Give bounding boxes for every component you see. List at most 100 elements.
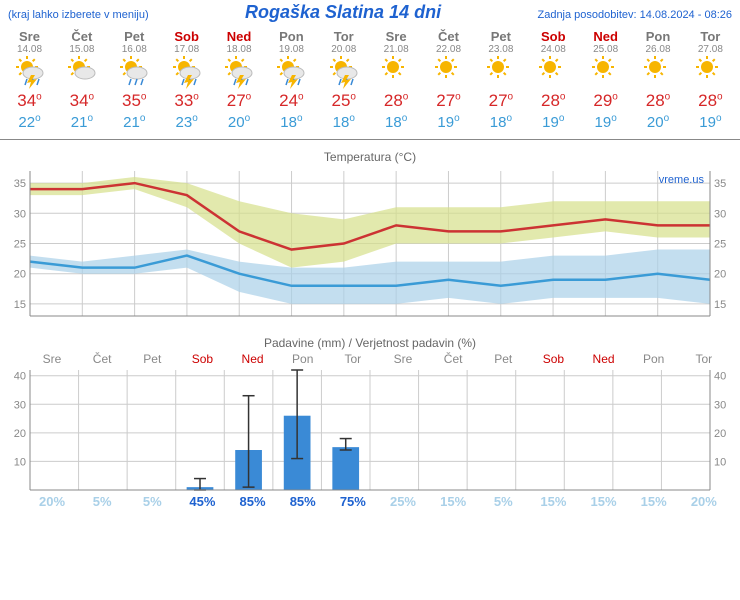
svg-text:30: 30	[14, 399, 26, 411]
day-name: Čet	[56, 29, 107, 44]
day-name: Sob	[161, 29, 212, 44]
day-date: 14.08	[4, 44, 55, 55]
svg-text:20: 20	[714, 269, 726, 281]
day-date: 21.08	[371, 44, 422, 55]
forecast-day: Tor20.0825o18o	[318, 29, 369, 131]
temp-high: 28o	[685, 91, 736, 111]
weather-icon	[214, 55, 265, 89]
svg-text:15: 15	[714, 299, 726, 311]
temp-low: 18o	[266, 113, 317, 131]
precip-percent: 15%	[529, 494, 577, 509]
temp-low: 20o	[633, 113, 684, 131]
precip-chart-title: Padavine (mm) / Verjetnost padavin (%)	[0, 336, 740, 350]
day-name: Pon	[633, 29, 684, 44]
precip-percent: 5%	[479, 494, 527, 509]
precip-percent: 45%	[178, 494, 226, 509]
svg-text:25: 25	[714, 239, 726, 251]
temp-low: 18o	[371, 113, 422, 131]
precip-day-label: Ned	[580, 352, 628, 366]
precip-percent: 20%	[680, 494, 728, 509]
forecast-day: Čet15.0834o21o	[56, 29, 107, 131]
temp-high: 25o	[318, 91, 369, 111]
temp-high: 24o	[266, 91, 317, 111]
svg-text:vreme.us: vreme.us	[659, 174, 705, 186]
precip-day-label: Sre	[379, 352, 427, 366]
weather-icon	[266, 55, 317, 89]
day-name: Ned	[580, 29, 631, 44]
precip-day-label: Pet	[479, 352, 527, 366]
precip-day-label: Pon	[279, 352, 327, 366]
precip-day-label: Čet	[78, 352, 126, 366]
svg-text:40: 40	[14, 371, 26, 383]
day-date: 17.08	[161, 44, 212, 55]
weather-icon	[4, 55, 55, 89]
temp-high: 34o	[4, 91, 55, 111]
day-date: 23.08	[475, 44, 526, 55]
svg-text:20: 20	[14, 428, 26, 440]
precip-percent: 85%	[229, 494, 277, 509]
svg-text:20: 20	[714, 428, 726, 440]
precip-day-label: Sob	[178, 352, 226, 366]
day-date: 26.08	[633, 44, 684, 55]
temp-low: 21o	[56, 113, 107, 131]
weather-icon	[633, 55, 684, 89]
day-name: Ned	[214, 29, 265, 44]
forecast-day: Pon26.0828o20o	[633, 29, 684, 131]
temp-low: 19o	[580, 113, 631, 131]
page-title: Rogaška Slatina 14 dni	[245, 2, 441, 23]
svg-text:35: 35	[714, 178, 726, 190]
precip-day-label: Pet	[128, 352, 176, 366]
temp-low: 20o	[214, 113, 265, 131]
day-name: Pon	[266, 29, 317, 44]
weather-icon	[109, 55, 160, 89]
forecast-day: Sre21.0828o18o	[371, 29, 422, 131]
precip-percent: 15%	[580, 494, 628, 509]
temp-low: 19o	[528, 113, 579, 131]
precip-day-labels: SreČetPetSobNedPonTorSreČetPetSobNedPonT…	[0, 352, 740, 366]
temp-low: 18o	[475, 113, 526, 131]
svg-text:40: 40	[714, 371, 726, 383]
day-date: 27.08	[685, 44, 736, 55]
temp-high: 27o	[423, 91, 474, 111]
svg-text:35: 35	[14, 178, 26, 190]
temp-low: 19o	[685, 113, 736, 131]
forecast-day: Pon19.08 24o 18o	[266, 29, 317, 131]
day-date: 25.08	[580, 44, 631, 55]
precip-day-label: Pon	[630, 352, 678, 366]
day-date: 20.08	[318, 44, 369, 55]
day-name: Tor	[318, 29, 369, 44]
temp-high: 35o	[109, 91, 160, 111]
day-date: 18.08	[214, 44, 265, 55]
day-date: 16.08	[109, 44, 160, 55]
day-name: Pet	[109, 29, 160, 44]
day-date: 22.08	[423, 44, 474, 55]
day-name: Čet	[423, 29, 474, 44]
precip-day-label: Tor	[680, 352, 728, 366]
weather-icon	[685, 55, 736, 89]
temp-low: 23o	[161, 113, 212, 131]
temp-high: 27o	[214, 91, 265, 111]
temp-chart-title: Temperatura (°C)	[0, 150, 740, 164]
precip-percent-row: 20%5%5%45%85%85%75%25%15%5%15%15%15%20%	[0, 494, 740, 509]
forecast-day: Čet22.08 27o 19o	[423, 29, 474, 131]
temp-high: 27o	[475, 91, 526, 111]
day-date: 19.08	[266, 44, 317, 55]
weather-icon	[475, 55, 526, 89]
precip-percent: 5%	[128, 494, 176, 509]
temp-high: 33o	[161, 91, 212, 111]
day-name: Pet	[475, 29, 526, 44]
precip-percent: 20%	[28, 494, 76, 509]
day-date: 24.08	[528, 44, 579, 55]
precip-day-label: Tor	[329, 352, 377, 366]
day-date: 15.08	[56, 44, 107, 55]
weather-icon	[423, 55, 474, 89]
precip-day-label: Čet	[429, 352, 477, 366]
temp-high: 28o	[528, 91, 579, 111]
precip-percent: 75%	[329, 494, 377, 509]
precip-percent: 25%	[379, 494, 427, 509]
precip-percent: 15%	[429, 494, 477, 509]
day-name: Tor	[685, 29, 736, 44]
temp-low: 19o	[423, 113, 474, 131]
temp-high: 29o	[580, 91, 631, 111]
precip-percent: 85%	[279, 494, 327, 509]
